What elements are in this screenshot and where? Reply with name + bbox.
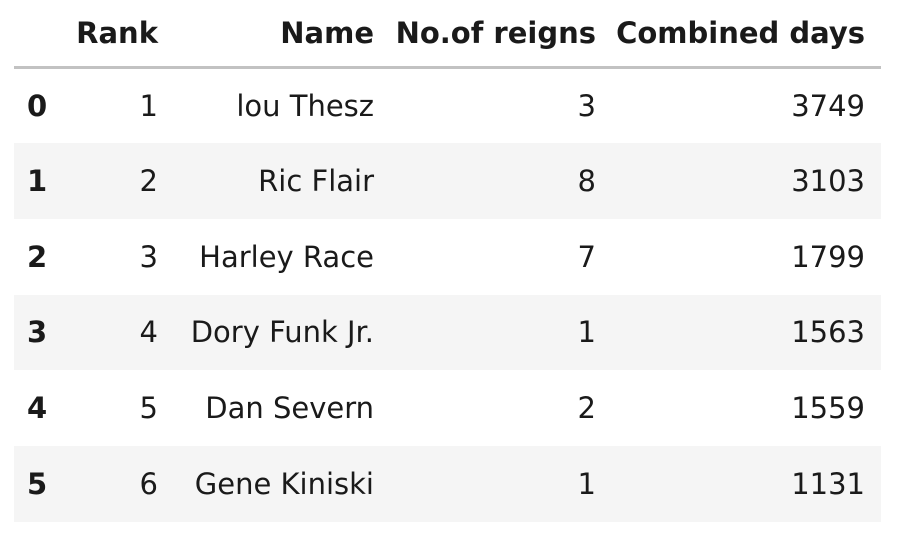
column-header-name: Name: [174, 0, 390, 69]
table-row: 5 6 Gene Kiniski 1 1131: [14, 445, 881, 522]
column-header-combined-days: Combined days: [612, 0, 881, 69]
column-header-reigns: No.of reigns: [390, 0, 612, 69]
cell-combined-days: 1563: [791, 315, 865, 350]
cell-rank: 6: [139, 466, 158, 501]
table-row: 3 4 Dory Funk Jr. 1 1563: [14, 294, 881, 371]
cell-reigns: 3: [577, 89, 596, 124]
index-header: [14, 0, 74, 69]
row-index: 1: [27, 164, 48, 199]
header-row: Rank Name No.of reigns Combined days: [14, 0, 881, 69]
row-index: 3: [27, 315, 48, 350]
cell-rank: 4: [139, 315, 158, 350]
cell-rank: 1: [139, 89, 158, 124]
cell-name: Harley Race: [199, 239, 374, 274]
row-index: 0: [27, 89, 48, 124]
row-index: 5: [27, 466, 48, 501]
cell-combined-days: 3749: [791, 89, 865, 124]
cell-reigns: 1: [577, 466, 596, 501]
cell-rank: 2: [139, 164, 158, 199]
table-body: 0 1 lou Thesz 3 3749 1 2 Ric Flair 8 310…: [14, 68, 881, 522]
cell-reigns: 7: [577, 239, 596, 274]
cell-reigns: 1: [577, 315, 596, 350]
table-row: 1 2 Ric Flair 8 3103: [14, 143, 881, 219]
column-header-rank: Rank: [74, 0, 174, 69]
cell-name: Gene Kiniski: [194, 466, 374, 501]
cell-rank: 3: [139, 239, 158, 274]
table-row: 0 1 lou Thesz 3 3749: [14, 68, 881, 144]
cell-combined-days: 3103: [791, 164, 865, 199]
cell-combined-days: 1799: [791, 239, 865, 274]
table-header: Rank Name No.of reigns Combined days: [14, 0, 881, 69]
cell-reigns: 8: [577, 164, 596, 199]
cell-name: Dory Funk Jr.: [190, 315, 374, 350]
cell-reigns: 2: [577, 391, 596, 426]
row-index: 4: [27, 391, 48, 426]
cell-rank: 5: [139, 391, 158, 426]
cell-name: Dan Severn: [205, 391, 374, 426]
table-row: 4 5 Dan Severn 2 1559: [14, 370, 881, 446]
dataframe-table: Rank Name No.of reigns Combined days 0 1…: [14, 0, 881, 522]
cell-name: lou Thesz: [236, 89, 374, 124]
cell-combined-days: 1131: [791, 466, 865, 501]
row-index: 2: [27, 239, 48, 274]
table-row: 2 3 Harley Race 7 1799: [14, 219, 881, 295]
cell-name: Ric Flair: [258, 164, 374, 199]
cell-combined-days: 1559: [791, 391, 865, 426]
